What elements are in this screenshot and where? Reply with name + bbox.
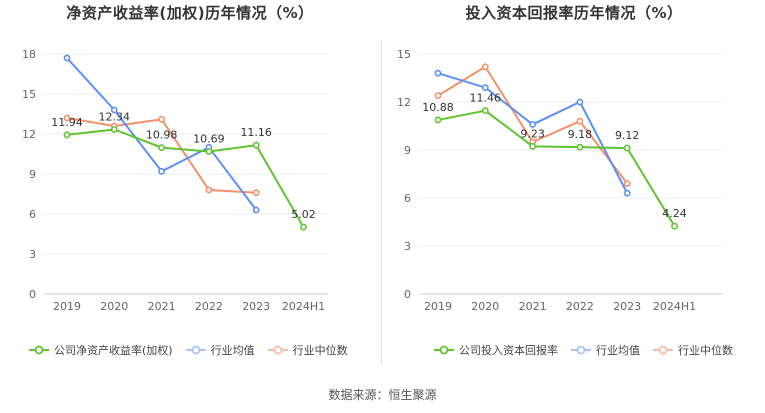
data-point <box>623 144 631 152</box>
data-point <box>205 148 213 155</box>
roic-chart-legend: 公司投入资本回报率 行业均值 行业中位数 <box>433 342 745 358</box>
data-point <box>576 143 584 151</box>
data-point <box>63 114 71 122</box>
y-tick-label: 15 <box>22 88 36 101</box>
data-point <box>434 92 442 99</box>
data-point <box>300 223 307 231</box>
data-point <box>481 84 489 91</box>
data-label: 10.88 <box>422 101 454 114</box>
legend-item-company-roe[interactable]: 公司净资产收益率(加权) <box>28 342 173 358</box>
data-source-caption: 数据来源：恒生聚源 <box>328 388 437 402</box>
y-tick-label: 18 <box>22 48 36 61</box>
legend-marker-blue-icon <box>571 345 591 355</box>
x-tick-label: 2024H1 <box>282 300 325 313</box>
data-point <box>623 180 631 187</box>
data-point <box>158 167 165 175</box>
data-point <box>63 54 71 62</box>
y-tick-label: 15 <box>397 48 411 61</box>
legend-item-industry-avg[interactable]: 行业均值 <box>185 342 255 358</box>
legend-item-industry-avg[interactable]: 行业均值 <box>570 342 640 358</box>
data-point <box>110 126 118 133</box>
data-label: 9.18 <box>568 128 593 141</box>
legend-label-industry-avg: 行业均值 <box>596 344 640 357</box>
data-point <box>576 117 584 125</box>
y-tick-label: 9 <box>404 144 411 157</box>
roic-chart: 0 3 6 9 12 15 2019 2020 2021 2022 2023 2024H1 10.88 1… <box>397 48 723 313</box>
data-point <box>110 106 118 114</box>
data-point <box>434 69 442 77</box>
data-label: 4.24 <box>662 207 687 220</box>
roe-chart-legend: 公司净资产收益率(加权) 行业均值 行业中位数 <box>28 342 360 358</box>
data-label: 10.69 <box>193 132 225 145</box>
x-tick-label: 2023 <box>242 300 270 313</box>
data-label: 11.16 <box>240 126 272 139</box>
x-tick-label: 2023 <box>613 300 641 313</box>
series-line <box>437 109 676 227</box>
x-tick-label: 2022 <box>195 300 223 313</box>
data-point <box>529 142 536 150</box>
data-label: 11.94 <box>51 116 83 129</box>
data-point <box>671 222 678 230</box>
legend-label-company-roe: 公司净资产收益率(加权) <box>54 344 173 357</box>
y-tick-label: 0 <box>404 288 411 301</box>
y-tick-label: 3 <box>404 240 411 253</box>
data-point <box>481 107 489 115</box>
roe-chart: 0 3 6 9 12 15 18 2019 2020 2021 2022 2023 2024H1 11.9… <box>22 48 328 313</box>
data-point <box>434 116 442 124</box>
data-label: 12.34 <box>99 110 131 123</box>
data-point <box>158 115 165 123</box>
y-tick-label: 9 <box>29 168 36 181</box>
x-tick-label: 2020 <box>471 300 499 313</box>
roe-chart-title: 净资产收益率(加权)历年情况（%） <box>66 4 314 22</box>
legend-item-company-roic[interactable]: 公司投入资本回报率 <box>433 342 558 358</box>
roic-chart-title: 投入资本回报率历年情况（%） <box>465 4 683 22</box>
data-label: 11.46 <box>470 92 502 105</box>
legend-label-industry-median: 行业中位数 <box>292 344 348 357</box>
y-tick-label: 12 <box>397 96 411 109</box>
legend-marker-green-icon <box>434 345 454 355</box>
data-point <box>529 121 536 128</box>
legend-marker-blue-icon <box>185 345 206 355</box>
data-point <box>205 186 213 194</box>
y-tick-label: 12 <box>22 128 36 141</box>
x-tick-label: 2024H1 <box>653 300 696 313</box>
legend-marker-orange-icon <box>653 345 673 355</box>
roic-chart-panel: 投入资本回报率历年情况（%） 0 3 6 9 12 15 2019 2020 2021 2022 2… <box>383 0 765 370</box>
roe-chart-panel: 净资产收益率(加权)历年情况（%） 0 3 6 9 12 15 18 2019 2020 2021… <box>0 0 380 370</box>
x-tick-label: 2021 <box>148 300 176 313</box>
series-line <box>66 128 305 228</box>
legend-marker-green-icon <box>29 345 49 355</box>
legend-item-industry-median[interactable]: 行业中位数 <box>652 342 733 358</box>
data-point <box>252 189 260 197</box>
data-point <box>252 141 260 149</box>
y-tick-label: 6 <box>29 208 36 221</box>
legend-label-industry-avg: 行业均值 <box>210 344 255 357</box>
legend-marker-orange-icon <box>267 345 288 355</box>
data-point <box>63 131 71 139</box>
y-tick-label: 3 <box>29 248 36 261</box>
y-tick-label: 6 <box>404 192 411 205</box>
data-label: 9.12 <box>615 129 640 142</box>
data-point <box>481 63 489 71</box>
panel-divider <box>381 40 382 365</box>
legend-label-industry-median: 行业中位数 <box>678 344 733 357</box>
legend-label-company-roic: 公司投入资本回报率 <box>459 344 558 357</box>
data-label: 9.23 <box>520 127 545 140</box>
data-point <box>576 98 584 106</box>
x-tick-label: 2019 <box>424 300 452 313</box>
y-tick-label: 0 <box>29 288 36 301</box>
legend-item-industry-median[interactable]: 行业中位数 <box>267 342 348 358</box>
data-point <box>252 206 260 214</box>
data-point <box>158 144 165 151</box>
x-tick-label: 2021 <box>519 300 547 313</box>
x-tick-label: 2022 <box>566 300 594 313</box>
data-label: 5.02 <box>291 208 316 221</box>
data-point <box>623 189 631 197</box>
x-tick-label: 2019 <box>53 300 81 313</box>
data-label: 10.98 <box>146 129 178 142</box>
x-tick-label: 2020 <box>100 300 128 313</box>
